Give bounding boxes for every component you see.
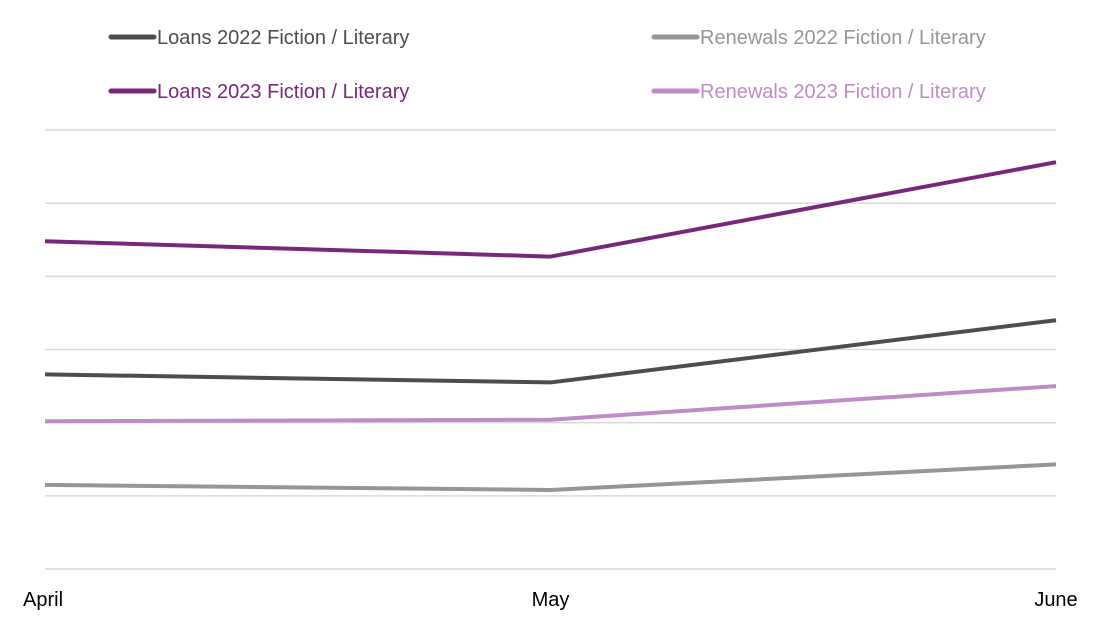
- series-lines: [44, 160, 1057, 492]
- legend-label: Loans 2022 Fiction / Literary: [157, 27, 409, 49]
- legend-label: Renewals 2022 Fiction / Literary: [700, 27, 986, 49]
- series-line: [44, 318, 1057, 385]
- series-line: [44, 384, 1057, 424]
- legend-item: Loans 2022 Fiction / Literary: [108, 27, 409, 49]
- legend-item: Loans 2023 Fiction / Literary: [108, 81, 409, 103]
- x-tick-label: May: [532, 589, 570, 611]
- legend-item: Renewals 2022 Fiction / Literary: [651, 27, 986, 49]
- legend: Loans 2022 Fiction / Literary Renewals 20…: [108, 27, 986, 103]
- x-tick-label: June: [1034, 589, 1077, 611]
- x-axis-ticks: April May June: [23, 589, 1078, 611]
- series-line: [44, 160, 1057, 259]
- x-tick-label: April: [23, 589, 63, 611]
- legend-label: Renewals 2023 Fiction / Literary: [700, 81, 986, 103]
- legend-item: Renewals 2023 Fiction / Literary: [651, 81, 986, 103]
- legend-label: Loans 2023 Fiction / Literary: [157, 81, 409, 103]
- series-line: [44, 462, 1057, 492]
- gridlines: [45, 129, 1056, 570]
